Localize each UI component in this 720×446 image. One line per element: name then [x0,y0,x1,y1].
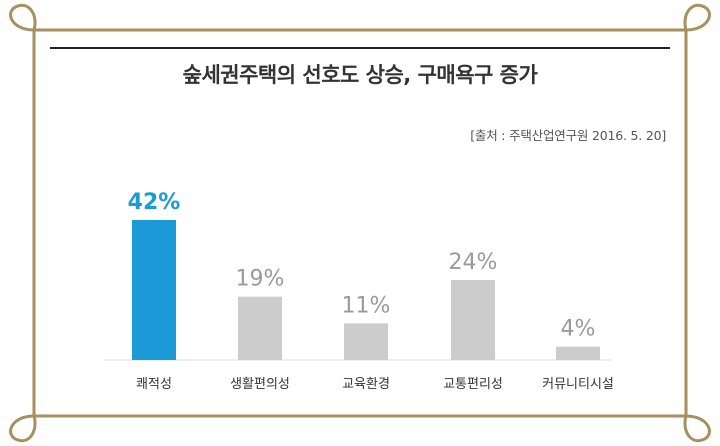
source-note: [출처 : 주택산업연구원 2016. 5. 20] [470,128,666,143]
bar-value-label-3: 11% [342,293,391,318]
bar-value-label-1: 42% [128,190,181,215]
category-label-1: 쾌적성 [136,377,172,392]
bar-2 [238,296,282,360]
bar-5 [556,346,600,360]
bar-3 [344,323,388,360]
corner-loop-top-right [683,3,711,32]
bar-value-label-2: 19% [236,267,285,292]
bar-4 [451,280,495,360]
bar-series: 42% 쾌적성 19% 생활편의성 11% 교육환경 24% 교통편리성 4% 커뮤니티시설 [128,190,614,392]
bar-1 [132,220,176,360]
bar-value-label-4: 24% [449,250,498,275]
bar-value-label-5: 4% [561,317,596,342]
category-label-5: 커뮤니티시설 [542,377,614,392]
category-label-3: 교육환경 [342,377,390,392]
chart-title: 숲세권주택의 선호도 상승, 구매욕구 증가 [182,63,538,87]
corner-loop-bottom-right [683,414,711,443]
corner-loop-bottom-left [9,414,37,443]
category-label-4: 교통편리성 [443,377,503,392]
category-label-2: 생활편의성 [230,377,290,392]
corner-loop-top-left [9,3,37,32]
